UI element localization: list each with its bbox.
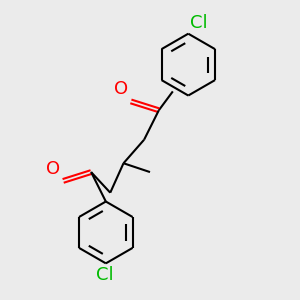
Text: Cl: Cl: [95, 266, 113, 284]
Text: O: O: [114, 80, 128, 98]
Text: Cl: Cl: [190, 14, 207, 32]
Text: O: O: [46, 160, 60, 178]
